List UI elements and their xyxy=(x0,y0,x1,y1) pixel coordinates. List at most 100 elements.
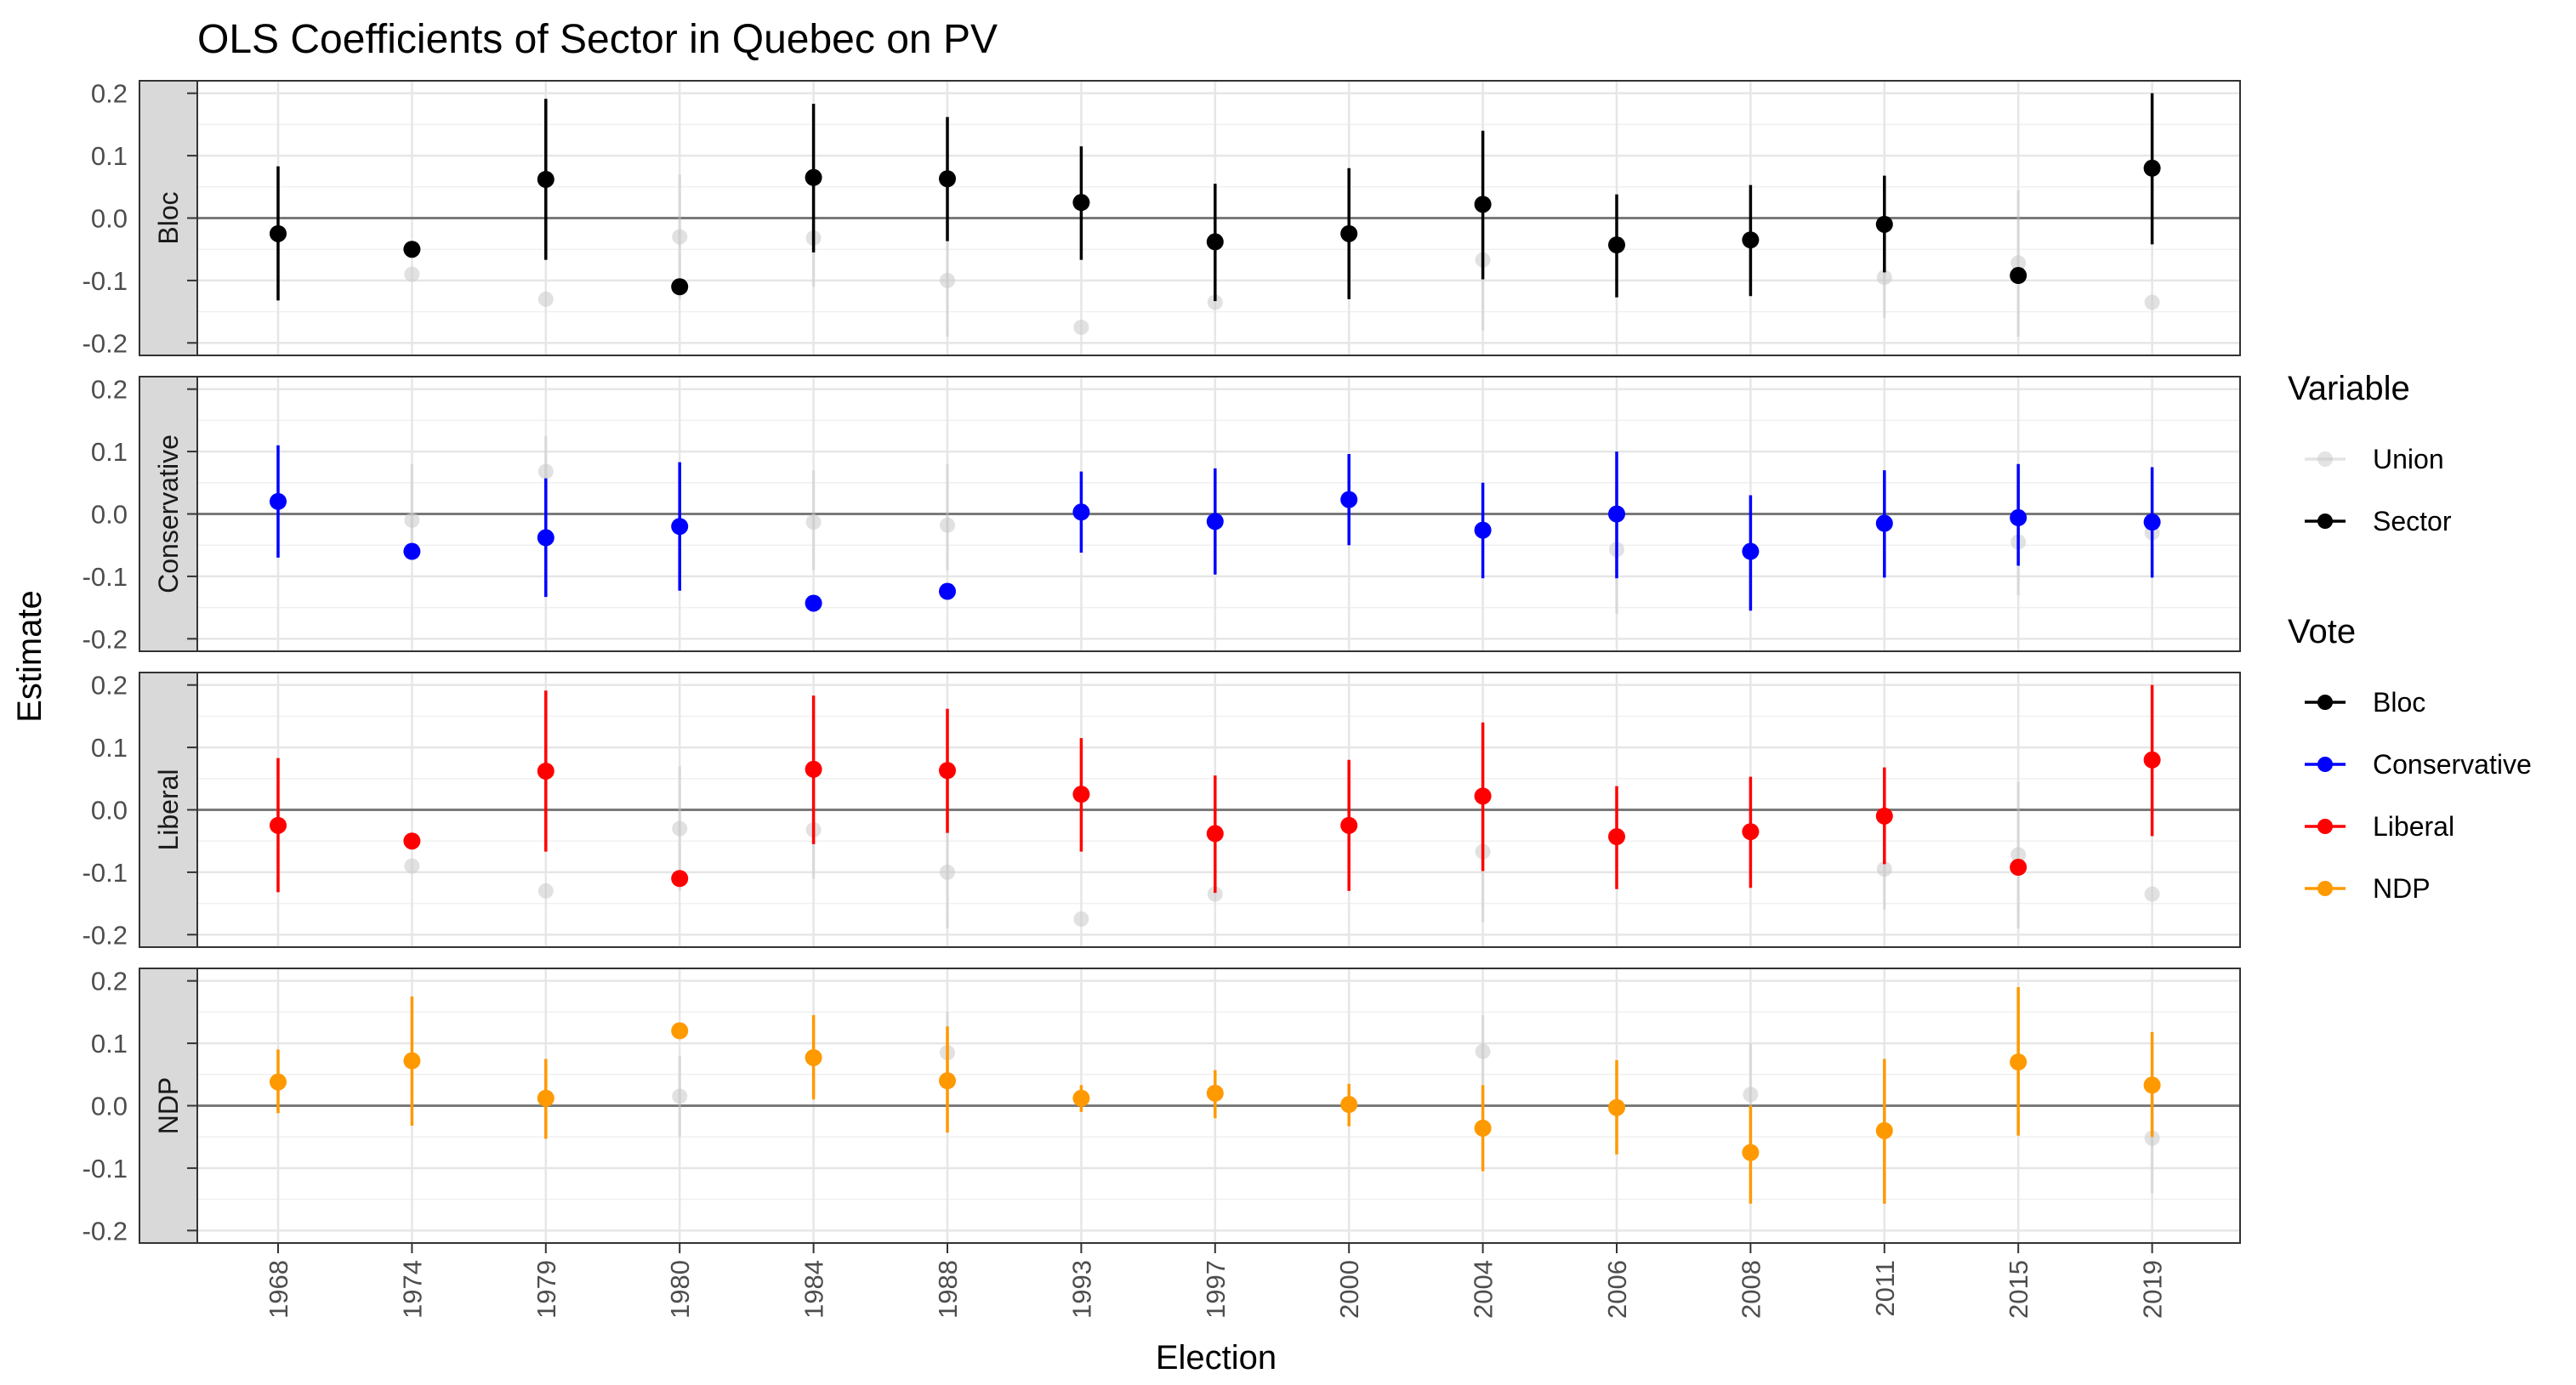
union-point xyxy=(672,229,688,245)
chart-title: OLS Coefficients of Sector in Quebec on … xyxy=(197,17,998,62)
y-tick-label: 0.0 xyxy=(91,500,128,530)
union-point xyxy=(404,858,420,874)
sector-point xyxy=(403,542,421,560)
legend-key-bloc: Bloc xyxy=(2305,687,2425,718)
sector-point xyxy=(939,762,956,780)
legend-label: Sector xyxy=(2373,506,2452,536)
sector-point xyxy=(270,492,287,510)
x-tick-label: 1968 xyxy=(264,1260,293,1319)
union-point xyxy=(2010,847,2027,863)
facet-strip-label: Liberal xyxy=(153,769,184,850)
sector-point xyxy=(1474,787,1492,805)
y-tick-label: -0.2 xyxy=(82,920,128,950)
sector-point xyxy=(805,1048,822,1066)
y-tick-label: 0.1 xyxy=(91,733,128,763)
sector-point xyxy=(2010,267,2027,285)
union-point xyxy=(1207,886,1223,902)
sector-point xyxy=(1340,224,1358,242)
sector-point xyxy=(1608,236,1625,254)
facet-panel-ndp: NDP -0.2 -0.1 0.0 0.1 0.2 xyxy=(82,967,2241,1246)
union-point xyxy=(537,883,554,899)
sector-point xyxy=(671,870,689,888)
sector-point xyxy=(805,168,822,186)
sector-point xyxy=(2010,859,2027,877)
union-point xyxy=(940,272,955,288)
sector-point xyxy=(1875,807,1893,825)
sector-point xyxy=(1206,233,1224,251)
legend-key-point xyxy=(2317,757,2333,772)
legend-label: Bloc xyxy=(2373,687,2425,718)
y-tick-label: 0.0 xyxy=(91,204,128,234)
sector-point xyxy=(270,816,287,834)
union-point xyxy=(2144,294,2160,310)
sector-point xyxy=(1608,505,1625,523)
x-tick-label: 2015 xyxy=(2004,1260,2033,1319)
sector-point xyxy=(1072,786,1090,803)
sector-point xyxy=(2143,1076,2161,1094)
sector-point xyxy=(537,762,554,780)
sector-point xyxy=(1742,542,1760,560)
union-point xyxy=(672,1088,688,1104)
y-tick-label: -0.1 xyxy=(82,1154,128,1183)
sector-point xyxy=(2143,751,2161,769)
legend-key-point xyxy=(2317,819,2333,834)
y-tick-label: -0.1 xyxy=(82,266,128,296)
x-axis: 1968 1974 1979 1980 1984 1988 1993 1997 2000 2004… xyxy=(264,1243,2168,1319)
sector-point xyxy=(1474,1119,1492,1137)
union-point xyxy=(2010,255,2027,271)
sector-point xyxy=(1608,1098,1625,1116)
union-point xyxy=(805,514,822,531)
facet-strip-label: NDP xyxy=(153,1077,184,1135)
sector-point xyxy=(2143,514,2161,531)
y-tick-label: -0.2 xyxy=(82,1216,128,1246)
x-tick-label: 2019 xyxy=(2138,1260,2168,1319)
x-tick-label: 1997 xyxy=(1201,1260,1231,1319)
union-point xyxy=(537,463,554,480)
union-point xyxy=(1073,319,1089,335)
sector-point xyxy=(939,1072,956,1090)
legend-title: Vote xyxy=(2288,613,2356,650)
facet-panel-conservative: Conservative -0.2 -0.1 0.0 0.1 0.2 xyxy=(82,375,2241,654)
union-point xyxy=(404,512,420,528)
sector-point xyxy=(1072,194,1090,212)
legend-label: NDP xyxy=(2373,873,2431,904)
facet-strip-label: Bloc xyxy=(153,191,184,244)
sector-point xyxy=(671,278,689,296)
y-axis-title: Estimate xyxy=(11,590,48,723)
union-point xyxy=(2144,886,2160,902)
sector-point xyxy=(1875,215,1893,233)
sector-point xyxy=(1742,231,1760,249)
legend-key-liberal: Liberal xyxy=(2305,811,2454,842)
x-tick-label: 2000 xyxy=(1334,1260,1364,1319)
legend-key-point xyxy=(2317,695,2333,710)
legend: Variable Union Sector Vote Bloc Conservative L… xyxy=(2288,370,2532,904)
x-tick-label: 1988 xyxy=(933,1260,963,1319)
sector-point xyxy=(1206,1084,1224,1102)
x-tick-label: 2004 xyxy=(1469,1260,1498,1319)
x-tick-label: 2011 xyxy=(1870,1260,1900,1317)
union-point xyxy=(940,517,955,533)
legend-key-point xyxy=(2317,514,2333,529)
sector-point xyxy=(1875,1121,1893,1139)
union-point xyxy=(2144,1130,2160,1146)
union-point xyxy=(1743,1087,1759,1103)
sector-point xyxy=(805,594,822,612)
legend-label: Union xyxy=(2373,444,2444,474)
y-tick-label: -0.1 xyxy=(82,858,128,888)
sector-point xyxy=(939,582,956,600)
legend-key-ndp: NDP xyxy=(2305,873,2431,904)
y-tick-label: -0.1 xyxy=(82,562,128,592)
x-tick-label: 1993 xyxy=(1066,1260,1096,1319)
union-point xyxy=(404,266,420,282)
facet-panel-liberal: Liberal -0.2 -0.1 0.0 0.1 0.2 xyxy=(82,671,2241,950)
y-tick-label: 0.0 xyxy=(91,1092,128,1121)
x-tick-label: 2008 xyxy=(1736,1260,1766,1319)
sector-point xyxy=(270,224,287,242)
sector-point xyxy=(1875,514,1893,532)
sector-point xyxy=(270,1073,287,1091)
x-tick-label: 1974 xyxy=(397,1260,427,1319)
sector-point xyxy=(537,529,554,547)
y-tick-label: 0.2 xyxy=(91,967,128,996)
union-point xyxy=(1073,911,1089,927)
sector-point xyxy=(537,170,554,188)
